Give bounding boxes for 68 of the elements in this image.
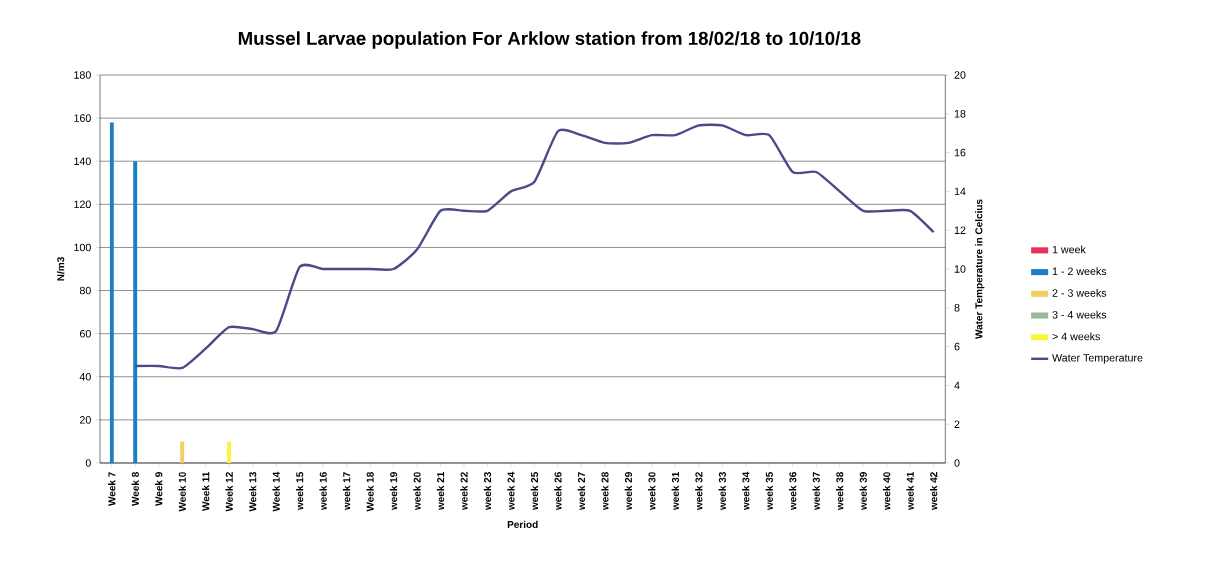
- y2-tick-label: 20: [954, 71, 966, 79]
- x-tick-label: Week 11: [202, 471, 210, 511]
- legend-label: 3 - 4 weeks: [1052, 310, 1107, 319]
- legend-label: > 4 weeks: [1052, 332, 1100, 341]
- y-tick-label: 20: [79, 416, 91, 424]
- legend-label: Water Temperature: [1052, 354, 1143, 364]
- x-tick-label: week 26: [554, 472, 562, 511]
- chart-title: Mussel Larvae population For Arklow station from 18/02/18 to 10/10/18: [238, 31, 861, 49]
- y-tick-label: 100: [74, 243, 91, 252]
- x-tick-label: week 17: [342, 472, 351, 511]
- x-tick-label: week 28: [601, 472, 609, 511]
- x-tick-label: week 15: [295, 471, 304, 511]
- y2-tick-label: 14: [954, 187, 966, 196]
- y-tick-label: 60: [79, 329, 91, 338]
- x-tick-label: week 16: [319, 472, 327, 511]
- y2-tick-label: 12: [954, 226, 966, 234]
- x-tick-label: Week 14: [272, 471, 280, 512]
- y-tick-label: 180: [74, 71, 91, 79]
- x-tick-label: Week 9: [155, 472, 163, 506]
- x-tick-label: week 41: [906, 471, 914, 511]
- y2-tick-label: 8: [954, 304, 960, 312]
- y2-tick-label: 6: [954, 342, 960, 351]
- x-axis-title: Period: [507, 520, 538, 529]
- y2-tick-label: 10: [954, 265, 966, 273]
- y2-tick-label: 0: [954, 459, 960, 467]
- y2-tick-label: 4: [954, 381, 960, 390]
- x-tick-label: week 42: [929, 472, 938, 511]
- legend-label: 2 - 3 weeks: [1052, 288, 1107, 297]
- line-series: [134, 123, 935, 370]
- x-tick-label: week 23: [483, 472, 492, 511]
- legend-label: 1 - 2 weeks: [1052, 267, 1107, 276]
- x-tick-label: week 30: [648, 472, 656, 511]
- x-tick-label: week 34: [742, 471, 750, 511]
- y2-tick-label: 18: [954, 110, 966, 118]
- y-tick-label: 160: [74, 114, 91, 122]
- x-tick-label: Week 8: [131, 472, 139, 506]
- x-tick-label: week 25: [530, 471, 539, 511]
- x-tick-label: week 33: [718, 472, 726, 511]
- x-tick-label: week 29: [624, 472, 633, 511]
- x-tick-label: week 39: [859, 472, 867, 511]
- x-tick-label: week 22: [460, 472, 468, 511]
- y2-axis-title: Water Temperature in Celcius: [975, 199, 985, 340]
- x-tick-label: week 38: [836, 472, 844, 511]
- x-tick-label: week 40: [882, 472, 891, 511]
- x-tick-label: Week 10: [178, 472, 186, 512]
- x-tick-label: week 36: [789, 472, 797, 511]
- x-tick-label: week 19: [389, 472, 398, 511]
- legend-label: 1 week: [1052, 245, 1086, 254]
- x-tick-label: week 24: [507, 471, 515, 511]
- x-tick-label: Week 12: [225, 472, 233, 512]
- y-tick-label: 120: [74, 200, 91, 209]
- x-tick-label: Week 13: [248, 472, 257, 512]
- x-tick-label: week 35: [765, 471, 773, 511]
- x-tick-label: week 20: [413, 472, 421, 511]
- x-tick-label: week 27: [577, 472, 586, 511]
- y-tick-label: 80: [79, 286, 91, 295]
- x-tick-label: week 37: [812, 472, 820, 511]
- x-tick-label: week 21: [436, 471, 445, 511]
- y-axis-title: N/m3: [56, 257, 65, 281]
- x-tick-label: week 32: [695, 472, 703, 511]
- x-tick-label: week 31: [671, 471, 679, 511]
- y2-tick-label: 2: [954, 420, 960, 428]
- y-tick-label: 40: [79, 372, 91, 381]
- y-tick-label: 140: [74, 157, 91, 165]
- y-tick-label: 0: [85, 459, 91, 467]
- y2-tick-label: 16: [954, 148, 966, 157]
- x-tick-label: Week 18: [366, 472, 374, 512]
- x-tick-label: Week 7: [108, 472, 116, 506]
